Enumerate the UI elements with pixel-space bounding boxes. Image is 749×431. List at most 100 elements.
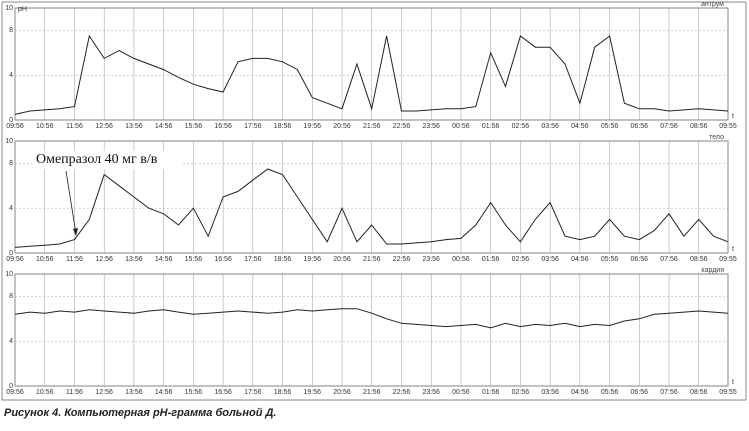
x-tick-label: 00:56 bbox=[452, 389, 470, 396]
x-tick-label: 12:56 bbox=[95, 123, 113, 130]
x-tick-label: 04:56 bbox=[571, 256, 589, 263]
x-tick-label: 07:56 bbox=[660, 256, 678, 263]
x-tick-label: 18:56 bbox=[274, 123, 292, 130]
annotation: Омепразол 40 мг в/в bbox=[36, 152, 158, 167]
x-tick-label: 22:56 bbox=[393, 389, 411, 396]
x-tick-label: 04:56 bbox=[571, 389, 589, 396]
x-tick-label: 19:56 bbox=[304, 256, 322, 263]
x-tick-label: 08:56 bbox=[690, 256, 708, 263]
x-tick-label: 16:56 bbox=[214, 389, 232, 396]
x-tick-label: 11:56 bbox=[66, 123, 83, 130]
x-axis-label: t bbox=[732, 113, 734, 120]
y-tick-label: 4 bbox=[9, 205, 13, 212]
y-tick-label: 4 bbox=[9, 338, 13, 345]
y-tick-label: 0 bbox=[9, 383, 13, 390]
panel: 09:56 10:56 11:56 12:56 13:56 14:56 15:56 16:56… bbox=[5, 267, 737, 396]
annotation-arrow bbox=[65, 170, 77, 235]
y-tick-label: 10 bbox=[5, 271, 13, 278]
panel: 09:56 10:56 11:56 12:56 13:56 14:56 15:56 16:56… bbox=[5, 1, 737, 130]
x-tick-label: 03:56 bbox=[541, 123, 559, 130]
x-tick-label: 15:56 bbox=[185, 256, 203, 263]
x-tick-label: 21:56 bbox=[363, 389, 381, 396]
y-tick-label: 8 bbox=[9, 27, 13, 34]
y-tick-label: 10 bbox=[5, 5, 13, 12]
x-tick-label: 17:56 bbox=[244, 123, 262, 130]
x-tick-label: 20:56 bbox=[333, 256, 351, 263]
caption: Рисунок 4. Компьютерная pH-грамма больно… bbox=[4, 407, 276, 419]
ph-trace bbox=[14, 34, 729, 115]
x-tick-label: 09:56 bbox=[6, 256, 24, 263]
y-tick-label: 0 bbox=[9, 250, 13, 257]
x-tick-label: 11:56 bbox=[66, 256, 83, 263]
x-tick-label: 23:56 bbox=[422, 389, 440, 396]
x-tick-label: 12:56 bbox=[95, 256, 113, 263]
x-tick-label: 15:56 bbox=[185, 123, 203, 130]
x-tick-label: 18:56 bbox=[274, 256, 292, 263]
annotation-arrowhead bbox=[73, 228, 78, 236]
x-tick-label: 22:56 bbox=[393, 123, 411, 130]
x-tick-label: 05:56 bbox=[601, 256, 619, 263]
x-tick-label: 00:56 bbox=[452, 123, 470, 130]
panel-title: антрум bbox=[701, 1, 724, 8]
x-axis-label: t bbox=[732, 379, 734, 386]
x-tick-label: 02:56 bbox=[512, 123, 530, 130]
x-tick-label: 13:56 bbox=[125, 123, 143, 130]
x-tick-label: 08:56 bbox=[690, 389, 708, 396]
x-tick-label: 16:56 bbox=[214, 256, 232, 263]
x-tick-label: 10:56 bbox=[36, 256, 54, 263]
x-tick-label: 09:56 bbox=[6, 389, 24, 396]
x-tick-label: 12:56 bbox=[95, 389, 113, 396]
x-tick-label: 01:56 bbox=[482, 123, 500, 130]
x-tick-label: 19:56 bbox=[304, 123, 322, 130]
x-axis-label: t bbox=[732, 246, 734, 253]
x-tick-label: 17:56 bbox=[244, 389, 262, 396]
x-tick-label: 05:56 bbox=[601, 123, 619, 130]
y-axis-label: pH bbox=[18, 6, 27, 13]
annotation-bg bbox=[32, 151, 182, 169]
x-tick-label: 09:56 bbox=[6, 123, 24, 130]
x-tick-label: 08:56 bbox=[690, 123, 708, 130]
x-tick-label: 13:56 bbox=[125, 389, 143, 396]
ph-trace bbox=[14, 308, 729, 329]
panel-title: кардия bbox=[701, 267, 724, 274]
x-tick-label: 21:56 bbox=[363, 123, 381, 130]
x-tick-label: 03:56 bbox=[541, 256, 559, 263]
panel-title: тело bbox=[709, 134, 724, 141]
x-tick-label: 11:56 bbox=[66, 389, 83, 396]
x-tick-label: 06:56 bbox=[631, 123, 649, 130]
x-tick-label: 00:56 bbox=[452, 256, 470, 263]
x-tick-label: 15:56 bbox=[185, 389, 203, 396]
x-tick-label: 07:56 bbox=[660, 123, 678, 130]
y-tick-label: 8 bbox=[9, 293, 13, 300]
x-tick-label: 06:56 bbox=[631, 389, 649, 396]
x-tick-label: 02:56 bbox=[512, 256, 530, 263]
x-tick-label: 10:56 bbox=[36, 389, 54, 396]
x-tick-label: 21:56 bbox=[363, 256, 381, 263]
x-tick-label: 14:56 bbox=[155, 256, 173, 263]
x-tick-label: 09:55 bbox=[719, 123, 737, 130]
x-tick-label: 01:56 bbox=[482, 256, 500, 263]
x-tick-label: 20:56 bbox=[333, 123, 351, 130]
x-tick-label: 09:55 bbox=[719, 389, 737, 396]
x-tick-label: 20:56 bbox=[333, 389, 351, 396]
x-tick-label: 17:56 bbox=[244, 256, 262, 263]
panel: 09:56 10:56 11:56 12:56 13:56 14:56 15:56 16:56… bbox=[5, 134, 737, 263]
y-tick-label: 4 bbox=[9, 72, 13, 79]
x-tick-label: 14:56 bbox=[155, 123, 173, 130]
ph-trace bbox=[14, 168, 729, 248]
x-tick-label: 03:56 bbox=[541, 389, 559, 396]
x-tick-label: 22:56 bbox=[393, 256, 411, 263]
y-tick-label: 10 bbox=[5, 138, 13, 145]
x-tick-label: 10:56 bbox=[36, 123, 54, 130]
x-tick-label: 23:56 bbox=[422, 256, 440, 263]
x-tick-label: 05:56 bbox=[601, 389, 619, 396]
y-tick-label: 8 bbox=[9, 160, 13, 167]
x-tick-label: 02:56 bbox=[512, 389, 530, 396]
figure-frame bbox=[1, 1, 747, 401]
x-tick-label: 16:56 bbox=[214, 123, 232, 130]
x-tick-label: 09:55 bbox=[719, 256, 737, 263]
x-tick-label: 13:56 bbox=[125, 256, 143, 263]
x-tick-label: 18:56 bbox=[274, 389, 292, 396]
x-tick-label: 04:56 bbox=[571, 123, 589, 130]
